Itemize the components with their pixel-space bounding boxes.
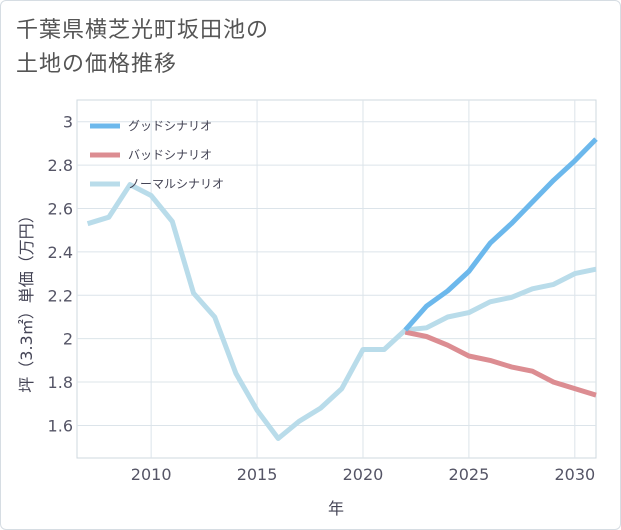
chart-title-line-1: 千葉県横芝光町坂田池の: [16, 18, 270, 43]
y-axis-label: 坪（3.3㎡）単価（万円）: [17, 207, 36, 392]
y-tick-labels: 1.6 1.8 2 2.2 2.4 2.6 2.8 3: [48, 113, 73, 436]
x-tick-label: 2025: [449, 465, 490, 484]
y-tick-label: 3: [63, 113, 73, 132]
x-tick-label: 2030: [554, 465, 595, 484]
x-tick-labels: 2010 2015 2020 2025 2030: [131, 465, 595, 484]
y-tick-label: 1.6: [48, 416, 73, 435]
y-tick-label: 1.8: [48, 373, 73, 392]
chart-title-line-2: 土地の価格推移: [16, 52, 178, 77]
legend-label-bad: バッドシナリオ: [128, 148, 212, 162]
x-tick-label: 2020: [343, 465, 384, 484]
series-line-bad: [404, 329, 597, 398]
legend-label-good: グッドシナリオ: [128, 119, 212, 133]
series-line-good: [403, 137, 598, 332]
y-tick-label: 2.6: [48, 199, 73, 218]
x-tick-label: 2010: [131, 465, 172, 484]
series-lines: [86, 137, 598, 441]
y-tick-label: 2.2: [48, 286, 73, 305]
x-tick-label: 2015: [237, 465, 278, 484]
y-tick-label: 2: [63, 330, 73, 349]
plot-area: [76, 99, 597, 459]
chart-title: 千葉県横芝光町坂田池の 土地の価格推移: [16, 14, 416, 82]
y-tick-label: 2.8: [48, 156, 73, 175]
grid-lines: [77, 100, 596, 458]
x-axis-label: 年: [328, 499, 344, 518]
series-line-normal: [86, 182, 597, 441]
legend-label-normal: ノーマルシナリオ: [128, 177, 224, 191]
y-tick-label: 2.4: [48, 243, 73, 262]
